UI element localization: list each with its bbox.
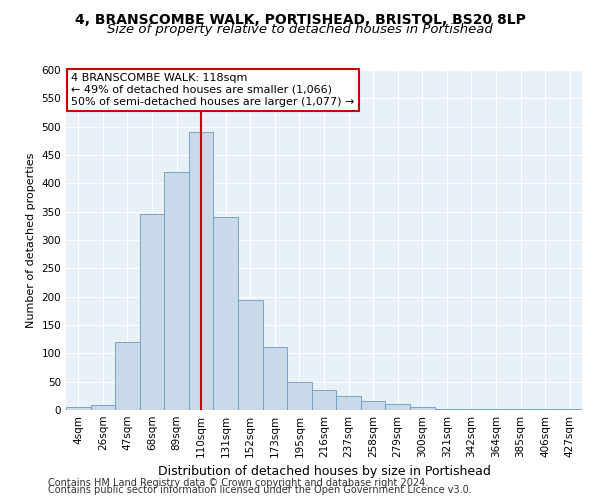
Bar [287, 382, 312, 410]
Bar [557, 409, 582, 410]
Bar [312, 390, 336, 410]
Bar [361, 401, 385, 410]
Y-axis label: Number of detached properties: Number of detached properties [26, 152, 36, 328]
Bar [214, 218, 238, 410]
Text: Contains HM Land Registry data © Crown copyright and database right 2024.: Contains HM Land Registry data © Crown c… [48, 478, 428, 488]
Bar [336, 396, 361, 410]
Bar [238, 300, 263, 410]
Text: 4 BRANSCOMBE WALK: 118sqm
← 49% of detached houses are smaller (1,066)
50% of se: 4 BRANSCOMBE WALK: 118sqm ← 49% of detac… [71, 74, 355, 106]
Bar [115, 342, 140, 410]
Bar [263, 346, 287, 410]
Bar [410, 407, 434, 410]
Bar [385, 404, 410, 410]
Text: Size of property relative to detached houses in Portishead: Size of property relative to detached ho… [107, 22, 493, 36]
Text: 4, BRANSCOMBE WALK, PORTISHEAD, BRISTOL, BS20 8LP: 4, BRANSCOMBE WALK, PORTISHEAD, BRISTOL,… [74, 12, 526, 26]
X-axis label: Distribution of detached houses by size in Portishead: Distribution of detached houses by size … [158, 466, 490, 478]
Bar [66, 407, 91, 410]
Bar [140, 214, 164, 410]
Bar [91, 406, 115, 410]
Bar [459, 409, 484, 410]
Bar [434, 409, 459, 410]
Text: Contains public sector information licensed under the Open Government Licence v3: Contains public sector information licen… [48, 485, 472, 495]
Bar [164, 172, 189, 410]
Bar [189, 132, 214, 410]
